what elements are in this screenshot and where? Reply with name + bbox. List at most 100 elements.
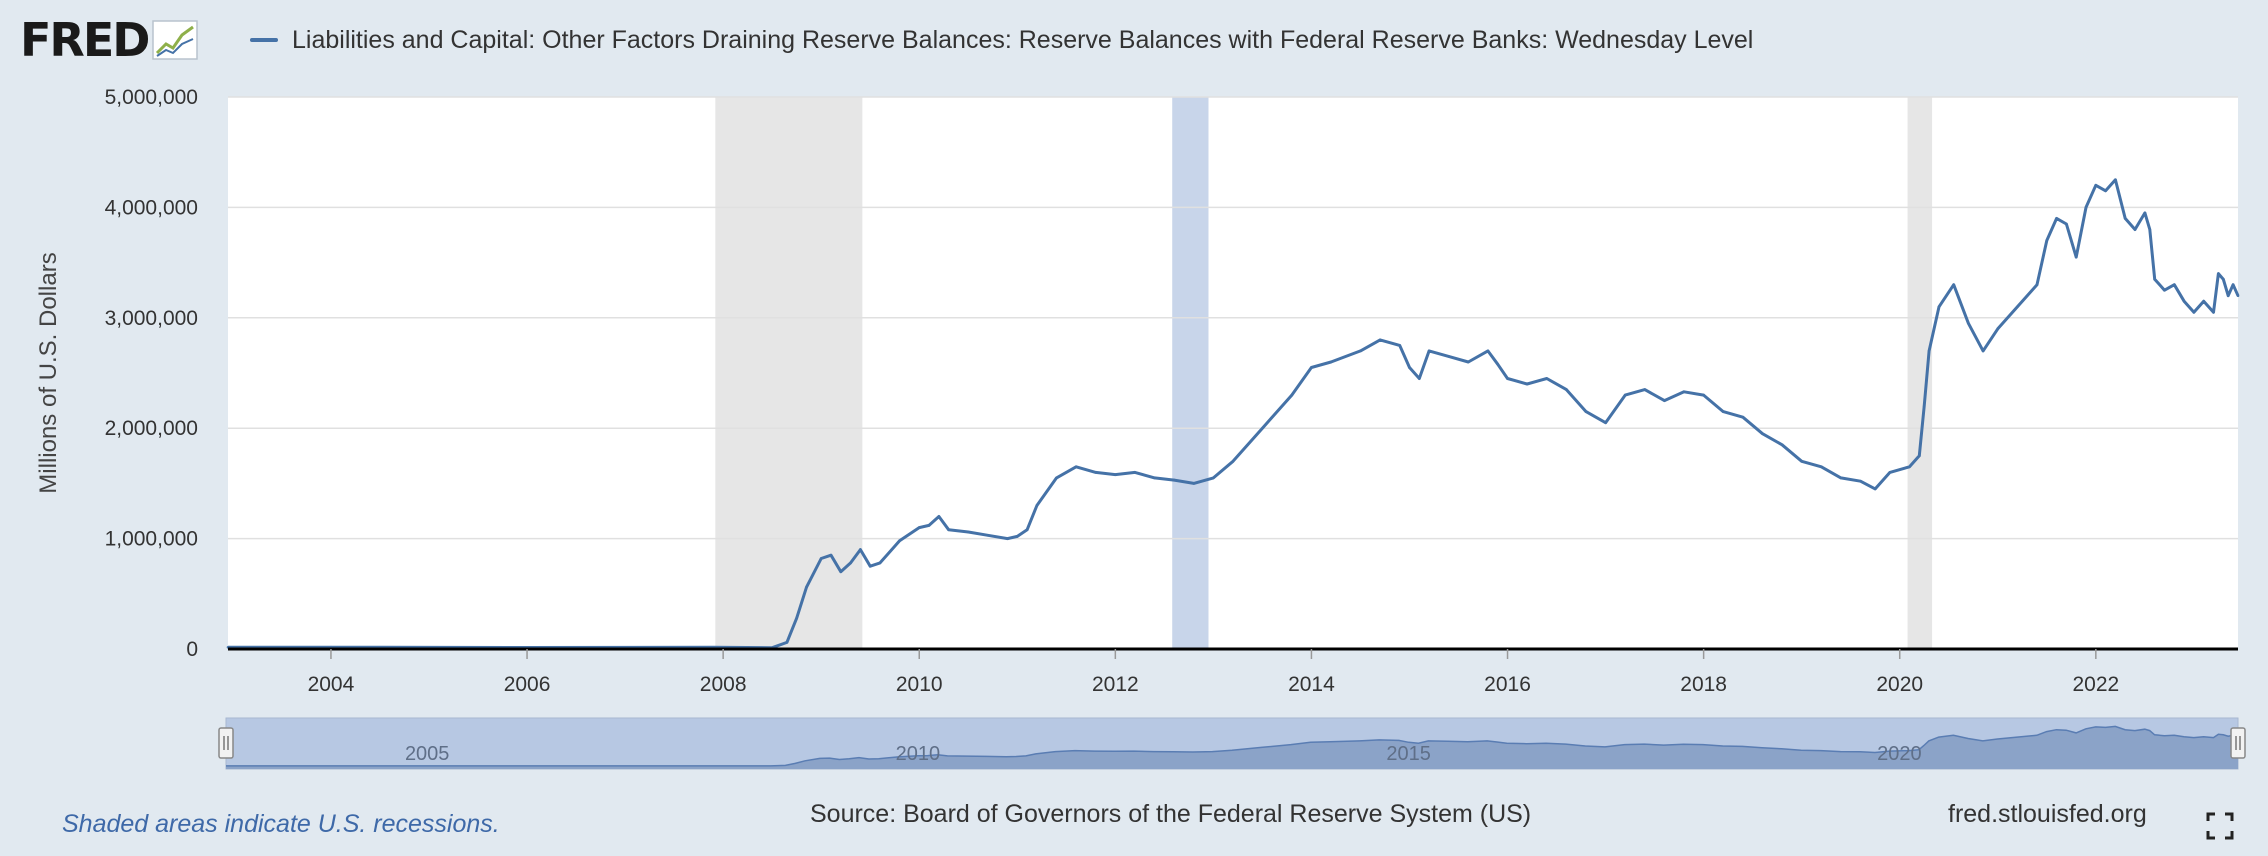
data-point: [1447, 355, 1450, 358]
data-point: [2074, 255, 2078, 259]
chart-svg: 0 1,000,000 2,000,000 3,000,000 4,000,000 5,0…: [35, 86, 2246, 770]
data-point: [1467, 360, 1470, 364]
data-point: [795, 616, 798, 620]
logo-text: FRED: [20, 13, 150, 67]
data-point: [1996, 327, 2000, 331]
data-point: [1761, 432, 1764, 436]
data-point: [1290, 393, 1294, 397]
data-point: [1908, 465, 1911, 469]
data-point: [1133, 471, 1137, 474]
data-point: [1329, 360, 1333, 364]
data-point: [2163, 288, 2166, 292]
legend-label: Liabilities and Capital: Other Factors D…: [292, 25, 1754, 54]
data-point: [2055, 217, 2058, 220]
data-point: [2153, 277, 2156, 281]
data-point: [1820, 465, 1823, 469]
recession-bands: [715, 97, 1933, 649]
data-point: [1359, 349, 1362, 353]
fred-logo[interactable]: FRED: [20, 13, 199, 67]
data-point: [2236, 294, 2240, 298]
y-axis-tick-labels: 0 1,000,000 2,000,000 3,000,000 4,000,000 5,0…: [105, 86, 198, 661]
chart-legend[interactable]: Liabilities and Capital: Other Factors D…: [250, 22, 1753, 58]
x-tick-label: 2004: [308, 673, 355, 696]
data-point: [917, 526, 921, 529]
data-point: [1839, 476, 1843, 480]
data-point: [2217, 272, 2220, 275]
data-point: [1545, 377, 1549, 380]
data-point: [1800, 460, 1803, 463]
data-point: [1525, 382, 1529, 386]
navigator-area: [226, 726, 2238, 769]
data-point: [2084, 206, 2088, 209]
data-point: [1398, 344, 1401, 347]
site-link[interactable]: fred.stlouisfed.org: [1948, 800, 2147, 828]
x-axis-tick-labels: 2004 2006 2008 2010 2012 2014 2016 2018 2020 2022: [308, 649, 2119, 696]
data-point: [2094, 184, 2098, 187]
expand-icon[interactable]: [2206, 812, 2234, 840]
data-point: [1623, 393, 1627, 397]
data-point: [1172, 478, 1176, 482]
data-point: [859, 548, 862, 551]
data-point: [1016, 535, 1019, 538]
y-axis-title: Millions of U.S. Dollars: [35, 252, 62, 493]
data-point: [2212, 311, 2215, 314]
data-point: [819, 557, 823, 560]
data-point: [849, 561, 852, 565]
data-point: [785, 641, 789, 644]
data-point: [868, 564, 872, 568]
navigator-label: 2010: [896, 743, 941, 765]
data-point: [1584, 410, 1588, 413]
x-tick-label: 2006: [504, 673, 551, 696]
data-point: [2148, 228, 2152, 231]
data-point: [2202, 299, 2205, 303]
data-point: [2226, 294, 2230, 298]
data-point: [1212, 476, 1215, 480]
data-point: [1153, 476, 1156, 480]
navigator-handle-left[interactable]: [218, 727, 234, 759]
data-point: [927, 524, 931, 527]
data-point: [1192, 482, 1196, 485]
data-point: [1859, 479, 1862, 483]
data-point: [1873, 487, 1877, 491]
data-point: [2045, 239, 2049, 242]
data-point: [1702, 393, 1705, 397]
y-tick-label: 1,000,000: [105, 528, 198, 551]
data-point: [1378, 338, 1382, 342]
data-point: [2231, 283, 2235, 287]
data-point: [805, 585, 808, 589]
data-point: [1427, 349, 1431, 353]
data-point: [1565, 388, 1568, 391]
fred-graph-icon: [152, 20, 199, 60]
navigator-line: [226, 725, 2239, 767]
data-point: [898, 539, 901, 543]
series-layer: [226, 178, 2240, 650]
x-tick-label: 2022: [2072, 673, 2119, 696]
data-point: [2173, 283, 2176, 287]
data-point: [1780, 443, 1784, 447]
data-point: [937, 515, 941, 518]
x-tick-label: 2014: [1288, 673, 1335, 696]
data-point: [2143, 211, 2147, 215]
data-point: [1604, 421, 1607, 425]
data-point: [1408, 366, 1411, 369]
y-tick-label: 3,000,000: [105, 307, 198, 330]
series-line: [227, 178, 2240, 650]
data-point: [1741, 415, 1745, 419]
data-point: [1663, 399, 1666, 402]
data-point: [2192, 311, 2196, 314]
data-point: [1981, 349, 1985, 353]
data-point: [947, 528, 950, 532]
data-point: [1310, 366, 1313, 369]
x-tick-label: 2010: [896, 673, 943, 696]
data-point: [2222, 277, 2225, 281]
navigator-handle-right[interactable]: [2230, 727, 2246, 759]
y-tick-label: 4,000,000: [105, 196, 198, 219]
data-point: [1888, 471, 1892, 474]
y-tick-label: 0: [186, 638, 198, 661]
data-point: [2065, 222, 2068, 226]
range-navigator[interactable]: 2005 2010 2015 2020: [218, 717, 2246, 770]
data-point: [2123, 217, 2127, 220]
data-point: [1927, 349, 1931, 353]
data-point: [1035, 504, 1039, 507]
data-point: [2035, 283, 2039, 287]
